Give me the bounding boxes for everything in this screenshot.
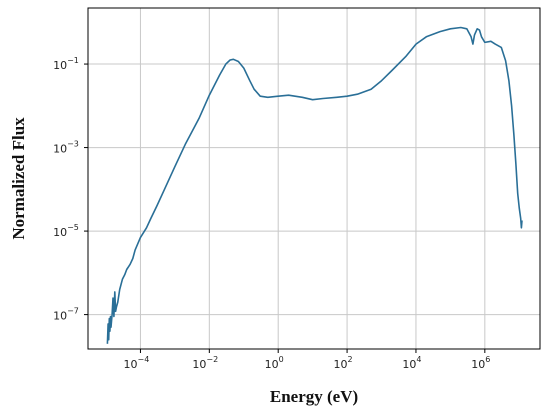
y-axis-title: Normalized Flux	[9, 117, 28, 240]
y-tick-base: 10	[53, 143, 67, 156]
y-tick-base: 10	[53, 226, 67, 239]
y-tick-exponent: −5	[67, 223, 79, 232]
x-tick-base: 10	[265, 358, 279, 371]
x-tick-label: 104	[402, 355, 421, 371]
x-axis: 10−4 10−2 100 102 104 106	[124, 349, 490, 371]
x-tick-exponent: 0	[279, 355, 284, 364]
x-tick-base: 10	[334, 358, 348, 371]
x-tick-label: 106	[471, 355, 490, 371]
x-tick-base: 10	[402, 358, 416, 371]
x-tick-base: 10	[192, 358, 206, 371]
x-tick-label: 100	[265, 355, 284, 371]
flux-series-line	[106, 26, 523, 344]
x-tick-exponent: 6	[485, 355, 490, 364]
x-tick-exponent: −2	[206, 355, 218, 364]
y-tick-base: 10	[53, 59, 67, 72]
y-tick-label: 10−3	[53, 140, 79, 156]
x-tick-base: 10	[471, 358, 485, 371]
y-tick-exponent: −1	[67, 56, 79, 65]
y-tick-label: 10−5	[53, 223, 79, 239]
y-tick-base: 10	[53, 310, 67, 323]
y-tick-exponent: −7	[67, 307, 79, 316]
y-axis: 10−110−310−510−7	[53, 56, 88, 323]
plot-frame	[87, 7, 541, 350]
y-tick-exponent: −3	[67, 140, 79, 149]
x-tick-label: 102	[334, 355, 353, 371]
x-tick-label: 10−2	[192, 355, 218, 371]
x-axis-title: Energy (eV)	[270, 387, 358, 406]
x-tick-label: 10−4	[124, 355, 150, 371]
x-tick-base: 10	[124, 358, 138, 371]
x-tick-exponent: 2	[348, 355, 353, 364]
y-tick-label: 10−1	[53, 56, 79, 72]
y-tick-label: 10−7	[53, 307, 79, 323]
grid-lines	[88, 8, 540, 349]
x-tick-exponent: −4	[138, 355, 150, 364]
x-tick-exponent: 4	[416, 355, 421, 364]
